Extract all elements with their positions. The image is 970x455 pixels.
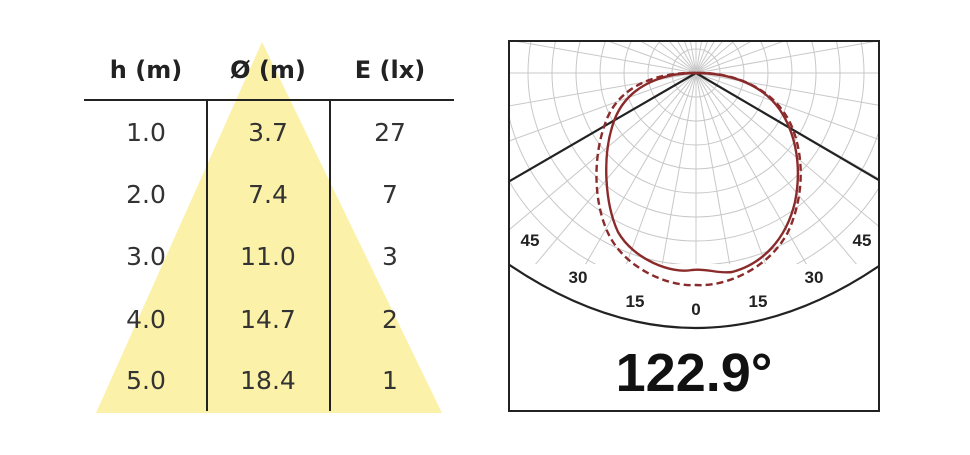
polar-grid-ray bbox=[695, 72, 878, 140]
distribution-curve-solid bbox=[605, 71, 800, 274]
polar-grid-ray bbox=[510, 72, 697, 230]
angle-label-right-45: 45 bbox=[852, 231, 872, 250]
angle-label-right-30: 30 bbox=[804, 268, 824, 287]
polar-grid-ray bbox=[517, 42, 697, 74]
polar-grid-ray bbox=[609, 42, 697, 74]
polar-grid-ray bbox=[695, 72, 807, 264]
beam-angle-value: 122.9° bbox=[615, 343, 773, 403]
polar-grid-ray bbox=[510, 72, 697, 107]
angle-label-center-0: 0 bbox=[691, 300, 701, 319]
cell-illuminance: 3 bbox=[382, 242, 398, 271]
cell-diameter: 11.0 bbox=[240, 242, 296, 271]
polar-grid-ray bbox=[695, 72, 857, 264]
angle-label-left-30: 30 bbox=[568, 268, 588, 287]
polar-diagram-panel: 45 30 15 0 15 30 45 122.9° bbox=[508, 40, 880, 412]
outer-scale-arc bbox=[510, 263, 878, 329]
cell-illuminance: 27 bbox=[374, 118, 406, 147]
angle-label-right-15: 15 bbox=[748, 292, 768, 311]
polar-grid-ray bbox=[695, 42, 751, 74]
polar-grid-ray bbox=[625, 72, 697, 264]
cell-illuminance: 1 bbox=[382, 366, 398, 395]
polar-grid-ray bbox=[695, 72, 767, 264]
polar-grid-ray bbox=[641, 42, 697, 74]
distribution-curve-dashed bbox=[595, 71, 802, 287]
cell-height: 5.0 bbox=[126, 366, 166, 395]
light-cone-shape bbox=[96, 42, 442, 413]
polar-grid-ray bbox=[695, 72, 878, 227]
cell-diameter: 18.4 bbox=[240, 366, 296, 395]
polar-grid bbox=[510, 42, 878, 264]
light-cone-triangle bbox=[84, 42, 454, 413]
polar-grid-ray bbox=[695, 72, 731, 264]
polar-grid-ray bbox=[695, 42, 875, 74]
cell-height: 1.0 bbox=[126, 118, 166, 147]
polar-grid-ray bbox=[510, 72, 697, 142]
cell-illuminance: 2 bbox=[382, 305, 398, 334]
polar-grid-ray bbox=[661, 72, 697, 264]
cell-illuminance: 7 bbox=[382, 180, 398, 209]
polar-grid-ray bbox=[585, 72, 697, 264]
header-height: h (m) bbox=[109, 56, 183, 84]
beam-edge-left bbox=[510, 72, 697, 183]
polar-grid-ray bbox=[535, 72, 697, 264]
polar-grid-ray bbox=[695, 42, 783, 74]
cell-diameter: 7.4 bbox=[248, 180, 288, 209]
cell-height: 3.0 bbox=[126, 242, 166, 271]
header-illuminance: E (lx) bbox=[354, 56, 426, 84]
cell-diameter: 14.7 bbox=[240, 305, 296, 334]
header-diameter: Ø (m) bbox=[230, 56, 306, 84]
cell-height: 4.0 bbox=[126, 305, 166, 334]
cell-height: 2.0 bbox=[126, 180, 166, 209]
angle-label-left-45: 45 bbox=[520, 231, 540, 250]
cell-diameter: 3.7 bbox=[248, 118, 288, 147]
angle-label-left-15: 15 bbox=[625, 292, 645, 311]
polar-diagram bbox=[510, 42, 878, 329]
